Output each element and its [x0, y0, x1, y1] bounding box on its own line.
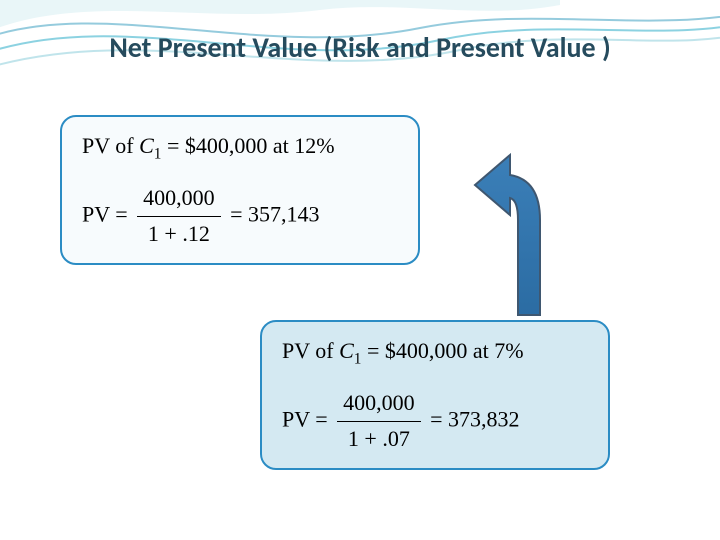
page-title: Net Present Value (Risk and Present Valu… — [0, 30, 720, 65]
eq1-rest: = $400,000 at 12% — [161, 133, 334, 158]
eq2-prefix: PV of — [282, 338, 339, 363]
eq1-line2: PV = 400,000 1 + .12 = 357,143 — [82, 183, 398, 250]
eq2-num: 400,000 — [337, 388, 421, 422]
eq1-var: C — [139, 133, 154, 158]
eq1-frac: 400,000 1 + .12 — [137, 183, 221, 250]
slide: Net Present Value (Risk and Present Valu… — [0, 0, 720, 540]
eq1-num: 400,000 — [137, 183, 221, 217]
arrow-shape — [430, 120, 610, 320]
eq2-result: = 373,832 — [425, 406, 520, 431]
eq2-l2-prefix: PV = — [282, 406, 333, 431]
formula-box-1: PV of C1 = $400,000 at 12% PV = 400,000 … — [60, 115, 420, 265]
eq2-den: 1 + .07 — [337, 422, 421, 455]
eq2-rest: = $400,000 at 7% — [361, 338, 523, 363]
formula-box-2: PV of C1 = $400,000 at 7% PV = 400,000 1… — [260, 320, 610, 470]
eq2-line2: PV = 400,000 1 + .07 = 373,832 — [282, 388, 588, 455]
eq1-result: = 357,143 — [225, 201, 320, 226]
curved-arrow-icon — [475, 155, 540, 315]
eq1-l2-prefix: PV = — [82, 201, 133, 226]
eq1-prefix: PV of — [82, 133, 139, 158]
eq1-line1: PV of C1 = $400,000 at 12% — [82, 131, 398, 165]
eq2-var: C — [339, 338, 354, 363]
eq1-den: 1 + .12 — [137, 217, 221, 250]
eq2-line1: PV of C1 = $400,000 at 7% — [282, 336, 588, 370]
eq2-frac: 400,000 1 + .07 — [337, 388, 421, 455]
